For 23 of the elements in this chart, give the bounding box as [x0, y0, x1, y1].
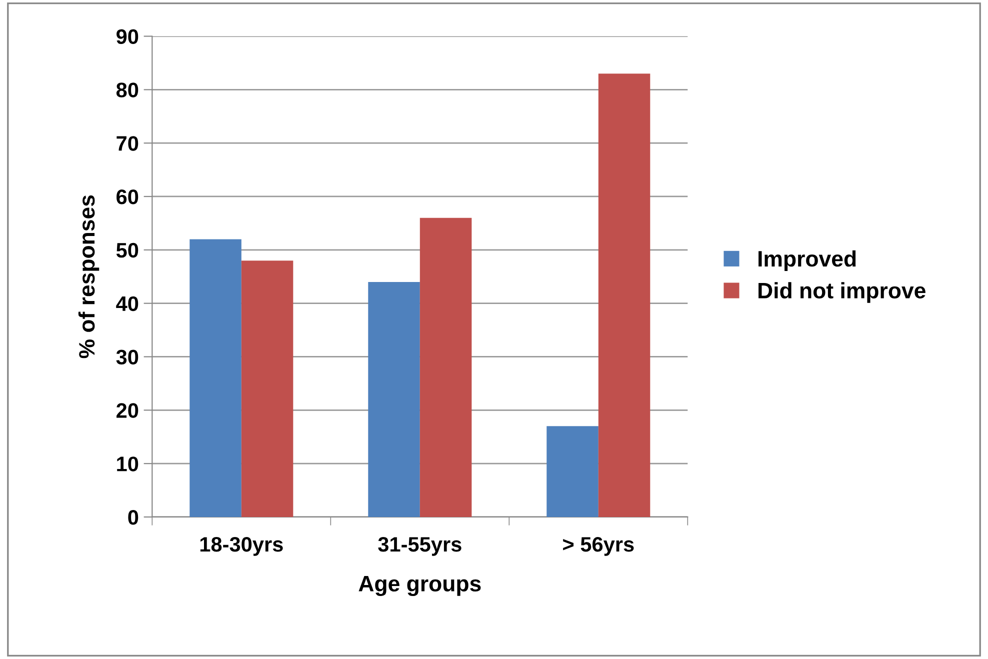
bar [368, 282, 420, 517]
y-tick-label: 30 [116, 350, 138, 365]
x-tick-label: > 56yrs [563, 536, 634, 556]
bar [598, 74, 650, 517]
y-tick-label: 50 [116, 242, 138, 258]
x-tick-label: 18-30yrs [200, 536, 283, 556]
x-tick-label: 31-55yrs [378, 536, 462, 556]
y-tick-label: 0 [128, 510, 138, 525]
x-axis-title: Age groups [358, 576, 481, 596]
legend-label: Improved [758, 250, 856, 272]
y-tick-label: 10 [117, 456, 138, 472]
bar [241, 260, 294, 517]
y-tick-label: 20 [116, 403, 138, 418]
y-tick-label: 70 [116, 136, 138, 151]
legend-label: Did not improve [758, 282, 926, 303]
y-tick-label: 80 [116, 82, 138, 98]
bar [420, 218, 472, 517]
bar [546, 426, 598, 517]
bar [190, 239, 242, 517]
y-tick-label: 90 [116, 29, 138, 44]
y-axis-title: % of responses [78, 195, 100, 358]
y-tick-label: 40 [116, 296, 138, 312]
y-tick-label: 60 [116, 189, 138, 204]
